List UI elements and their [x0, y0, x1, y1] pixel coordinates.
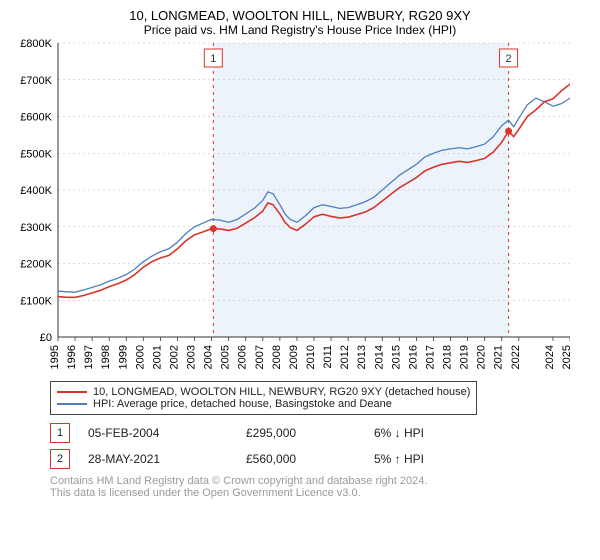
- figure: 10, LONGMEAD, WOOLTON HILL, NEWBURY, RG2…: [0, 0, 600, 560]
- y-tick-label: £100K: [20, 295, 52, 307]
- footer-line-1: Contains HM Land Registry data © Crown c…: [50, 475, 590, 487]
- transaction-row: 2 28-MAY-2021 £560,000 5% ↑ HPI: [50, 449, 590, 469]
- x-tick-label: 2025: [561, 345, 570, 369]
- x-tick-label: 1996: [66, 345, 78, 369]
- y-tick-label: £800K: [20, 38, 52, 50]
- legend-swatch: [57, 391, 87, 393]
- x-tick-label: 2021: [493, 345, 505, 369]
- legend-row: 10, LONGMEAD, WOOLTON HILL, NEWBURY, RG2…: [57, 386, 470, 398]
- x-tick-label: 2022: [510, 345, 522, 369]
- x-tick-label: 2003: [186, 345, 198, 369]
- transaction-number-box: 2: [50, 449, 70, 469]
- legend-label: 10, LONGMEAD, WOOLTON HILL, NEWBURY, RG2…: [93, 386, 470, 398]
- x-tick-label: 2015: [390, 345, 402, 369]
- transaction-row: 1 05-FEB-2004 £295,000 6% ↓ HPI: [50, 423, 590, 443]
- x-tick-label: 2006: [237, 345, 249, 369]
- y-tick-label: £600K: [20, 112, 52, 124]
- legend-swatch: [57, 403, 87, 405]
- transactions-table: 1 05-FEB-2004 £295,000 6% ↓ HPI 2 28-MAY-2021…: [50, 423, 590, 469]
- transaction-date: 28-MAY-2021: [88, 452, 228, 466]
- x-tick-label: 2008: [271, 345, 283, 369]
- legend-label: HPI: Average price, detached house, Basi…: [93, 398, 392, 410]
- x-tick-label: 1995: [49, 345, 61, 369]
- x-tick-label: 2014: [373, 345, 385, 369]
- x-tick-label: 2002: [168, 345, 180, 369]
- y-tick-label: £300K: [20, 222, 52, 234]
- transaction-price: £560,000: [246, 452, 356, 466]
- x-tick-label: 2018: [442, 345, 454, 369]
- x-tick-label: 2000: [134, 345, 146, 369]
- x-tick-label: 2016: [407, 345, 419, 369]
- y-tick-label: £0: [40, 332, 52, 344]
- y-tick-label: £400K: [20, 185, 52, 197]
- y-tick-label: £200K: [20, 259, 52, 271]
- chart-titles: 10, LONGMEAD, WOOLTON HILL, NEWBURY, RG2…: [10, 8, 590, 37]
- x-tick-label: 2007: [254, 345, 266, 369]
- x-tick-label: 2019: [459, 345, 471, 369]
- legend: 10, LONGMEAD, WOOLTON HILL, NEWBURY, RG2…: [50, 381, 570, 415]
- x-tick-label: 2004: [203, 345, 215, 369]
- transaction-marker: 1: [204, 49, 222, 67]
- chart-title: 10, LONGMEAD, WOOLTON HILL, NEWBURY, RG2…: [10, 8, 590, 23]
- footer: Contains HM Land Registry data © Crown c…: [50, 475, 590, 499]
- chart-subtitle: Price paid vs. HM Land Registry's House …: [10, 23, 590, 37]
- transaction-marker: 2: [500, 49, 518, 67]
- x-tick-label: 2011: [322, 345, 334, 369]
- chart-area: £0 £100K £200K £300K £400K £500K £600K £700K £80…: [10, 37, 590, 377]
- transaction-delta: 5% ↑ HPI: [374, 452, 424, 466]
- y-tick-label: £500K: [20, 148, 52, 160]
- legend-box: 10, LONGMEAD, WOOLTON HILL, NEWBURY, RG2…: [50, 381, 477, 415]
- svg-text:2: 2: [505, 53, 511, 65]
- line-chart: £0 £100K £200K £300K £400K £500K £600K £700K £80…: [10, 37, 570, 377]
- transaction-price: £295,000: [246, 426, 356, 440]
- legend-row: HPI: Average price, detached house, Basi…: [57, 398, 470, 410]
- x-tick-label: 1998: [100, 345, 112, 369]
- x-tick-label: 2010: [305, 345, 317, 369]
- x-tick-label: 2024: [544, 345, 556, 369]
- transaction-delta: 6% ↓ HPI: [374, 426, 424, 440]
- svg-text:1: 1: [210, 53, 216, 65]
- x-tick-label: 2005: [220, 345, 232, 369]
- x-tick-label: 2001: [151, 345, 163, 369]
- transaction-date: 05-FEB-2004: [88, 426, 228, 440]
- y-tick-label: £700K: [20, 75, 52, 87]
- x-tick-label: 2009: [288, 345, 300, 369]
- x-tick-label: 2013: [356, 345, 368, 369]
- x-tick-label: 2012: [339, 345, 351, 369]
- x-tick-label: 1999: [117, 345, 129, 369]
- x-tick-label: 1997: [83, 345, 95, 369]
- transaction-number-box: 1: [50, 423, 70, 443]
- footer-line-2: This data is licensed under the Open Gov…: [50, 487, 590, 499]
- x-tick-label: 2020: [476, 345, 488, 369]
- x-tick-label: 2017: [424, 345, 436, 369]
